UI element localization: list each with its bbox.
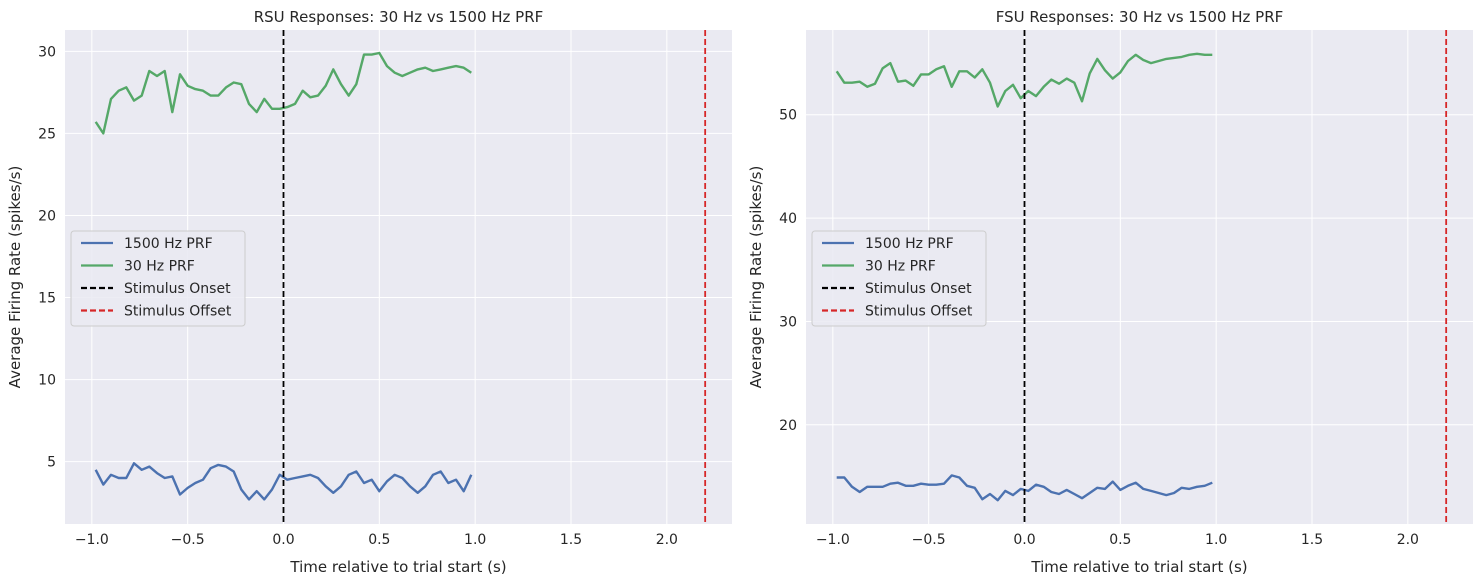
y-tick-label: 50 — [779, 108, 797, 124]
x-tick-label: 0.5 — [368, 532, 390, 548]
y-tick-label: 10 — [38, 373, 56, 389]
legend-label: Stimulus Offset — [865, 304, 973, 320]
y-axis-label: Average Firing Rate (spikes/s) — [747, 166, 765, 389]
legend-label: Stimulus Onset — [865, 281, 972, 297]
legend: 1500 Hz PRF 30 Hz PRF Stimulus Onset Stimul… — [70, 230, 246, 327]
y-axis-label: Average Firing Rate (spikes/s) — [6, 166, 24, 389]
legend: 1500 Hz PRF 30 Hz PRF Stimulus Onset Stimul… — [811, 230, 987, 327]
x-tick-label: 0.0 — [1013, 532, 1035, 548]
legend-label: Stimulus Offset — [124, 304, 232, 320]
y-tick-label: 25 — [38, 126, 56, 142]
y-tick-label: 40 — [779, 211, 797, 227]
legend-item: Stimulus Onset — [822, 281, 972, 297]
chart-title: FSU Responses: 30 Hz vs 1500 Hz PRF — [996, 8, 1284, 26]
y-tick-label: 30 — [779, 314, 797, 330]
y-tick-label: 30 — [38, 44, 56, 60]
x-tick-label: −0.5 — [171, 532, 205, 548]
x-tick-label: 0.5 — [1109, 532, 1131, 548]
x-tick-label: 1.5 — [560, 532, 582, 548]
x-tick-label: 2.0 — [1397, 532, 1419, 548]
chart-panel-1: −1.0 −0.5 0.0 0.5 1.0 1.5 2.0 5 10 15 20 25 30 RSU Re… — [6, 8, 732, 576]
x-tick-label: −0.5 — [912, 532, 946, 548]
legend-label: 30 Hz PRF — [124, 259, 195, 275]
legend-item: Stimulus Offset — [822, 304, 973, 320]
y-tick-label: 20 — [779, 418, 797, 434]
chart-title: RSU Responses: 30 Hz vs 1500 Hz PRF — [254, 8, 544, 26]
x-axis-label: Time relative to trial start (s) — [1030, 558, 1247, 576]
legend-item: 30 Hz PRF — [822, 259, 936, 275]
x-tick-label: 2.0 — [656, 532, 678, 548]
x-tick-label: 1.0 — [464, 532, 486, 548]
x-tick-label: −1.0 — [816, 532, 850, 548]
x-tick-label: 1.5 — [1301, 532, 1323, 548]
legend-label: Stimulus Onset — [124, 281, 231, 297]
y-tick-label: 20 — [38, 208, 56, 224]
x-tick-label: 1.0 — [1205, 532, 1227, 548]
legend-item: 1500 Hz PRF — [822, 236, 954, 252]
series-line-1500hz — [94, 462, 473, 501]
legend-label: 1500 Hz PRF — [124, 236, 213, 252]
legend-label: 1500 Hz PRF — [865, 236, 954, 252]
legend-item: Stimulus Onset — [81, 281, 231, 297]
y-tick-label: 5 — [47, 455, 56, 471]
x-tick-label: 0.0 — [272, 532, 294, 548]
x-axis-label: Time relative to trial start (s) — [289, 558, 506, 576]
y-tick-label: 15 — [38, 291, 56, 307]
chart-panel-2: −1.0 −0.5 0.0 0.5 1.0 1.5 2.0 20 30 40 50 FSU Respo… — [747, 8, 1473, 576]
legend-label: 30 Hz PRF — [865, 259, 936, 275]
legend-box — [811, 230, 987, 327]
legend-item: 1500 Hz PRF — [81, 236, 213, 252]
legend-item: 30 Hz PRF — [81, 259, 195, 275]
x-tick-label: −1.0 — [75, 532, 109, 548]
legend-box — [70, 230, 246, 327]
legend-item: Stimulus Offset — [81, 304, 232, 320]
